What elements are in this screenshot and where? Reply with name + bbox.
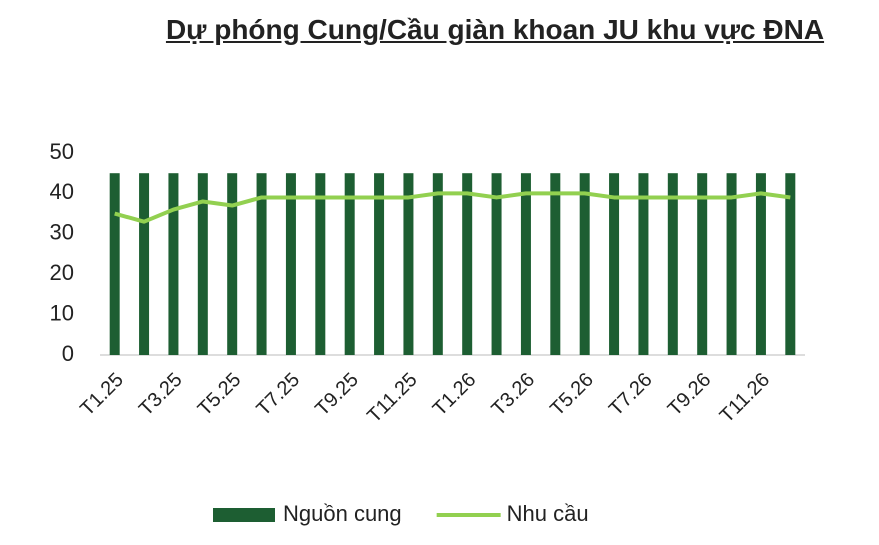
x-tick-label: T1.25 (76, 369, 128, 421)
x-tick-label: T3.25 (135, 369, 187, 421)
y-tick-label: 50 (50, 139, 74, 164)
bar (697, 173, 708, 355)
bar (168, 173, 179, 355)
x-tick-label: T5.25 (194, 369, 246, 421)
bar (344, 173, 355, 355)
line (114, 191, 791, 224)
x-tick-label: T9.25 (311, 369, 363, 421)
bar (520, 173, 531, 355)
bar (432, 173, 443, 355)
y-tick-label: 30 (50, 220, 74, 245)
x-tick-label: T9.26 (664, 369, 716, 421)
bar (579, 173, 590, 355)
legend-label: Nhu cầu (507, 501, 589, 526)
y-tick-label: 40 (50, 179, 74, 204)
bar (726, 173, 737, 355)
y-tick-label: 20 (50, 260, 74, 285)
x-tick-label: T3.26 (487, 369, 539, 421)
bar (403, 173, 414, 355)
y-tick-label: 10 (50, 300, 74, 325)
bar (638, 173, 649, 355)
bar (667, 173, 678, 355)
x-tick-label: T11.25 (363, 369, 422, 428)
bar (609, 173, 620, 355)
bar (285, 173, 296, 355)
bar (227, 173, 238, 355)
x-tick-label: T7.26 (605, 369, 657, 421)
bar (109, 173, 120, 355)
bar (315, 173, 326, 355)
bar (139, 173, 150, 355)
bar (491, 173, 502, 355)
bar (197, 173, 208, 355)
x-tick-label: T5.26 (546, 369, 598, 421)
bar (374, 173, 385, 355)
bar (462, 173, 473, 355)
x-tick-label: T7.25 (252, 369, 304, 421)
bar (550, 173, 561, 355)
y-tick-label: 0 (62, 341, 74, 366)
bar (256, 173, 267, 355)
bar (755, 173, 766, 355)
x-tick-label: T1.26 (429, 369, 481, 421)
legend-label: Nguồn cung (283, 501, 402, 526)
legend-swatch (213, 508, 275, 522)
x-tick-label: T11.26 (716, 369, 775, 428)
bar (785, 173, 796, 355)
chart-title: Dự phóng Cung/Cầu giàn khoan JU khu vực … (165, 14, 825, 45)
